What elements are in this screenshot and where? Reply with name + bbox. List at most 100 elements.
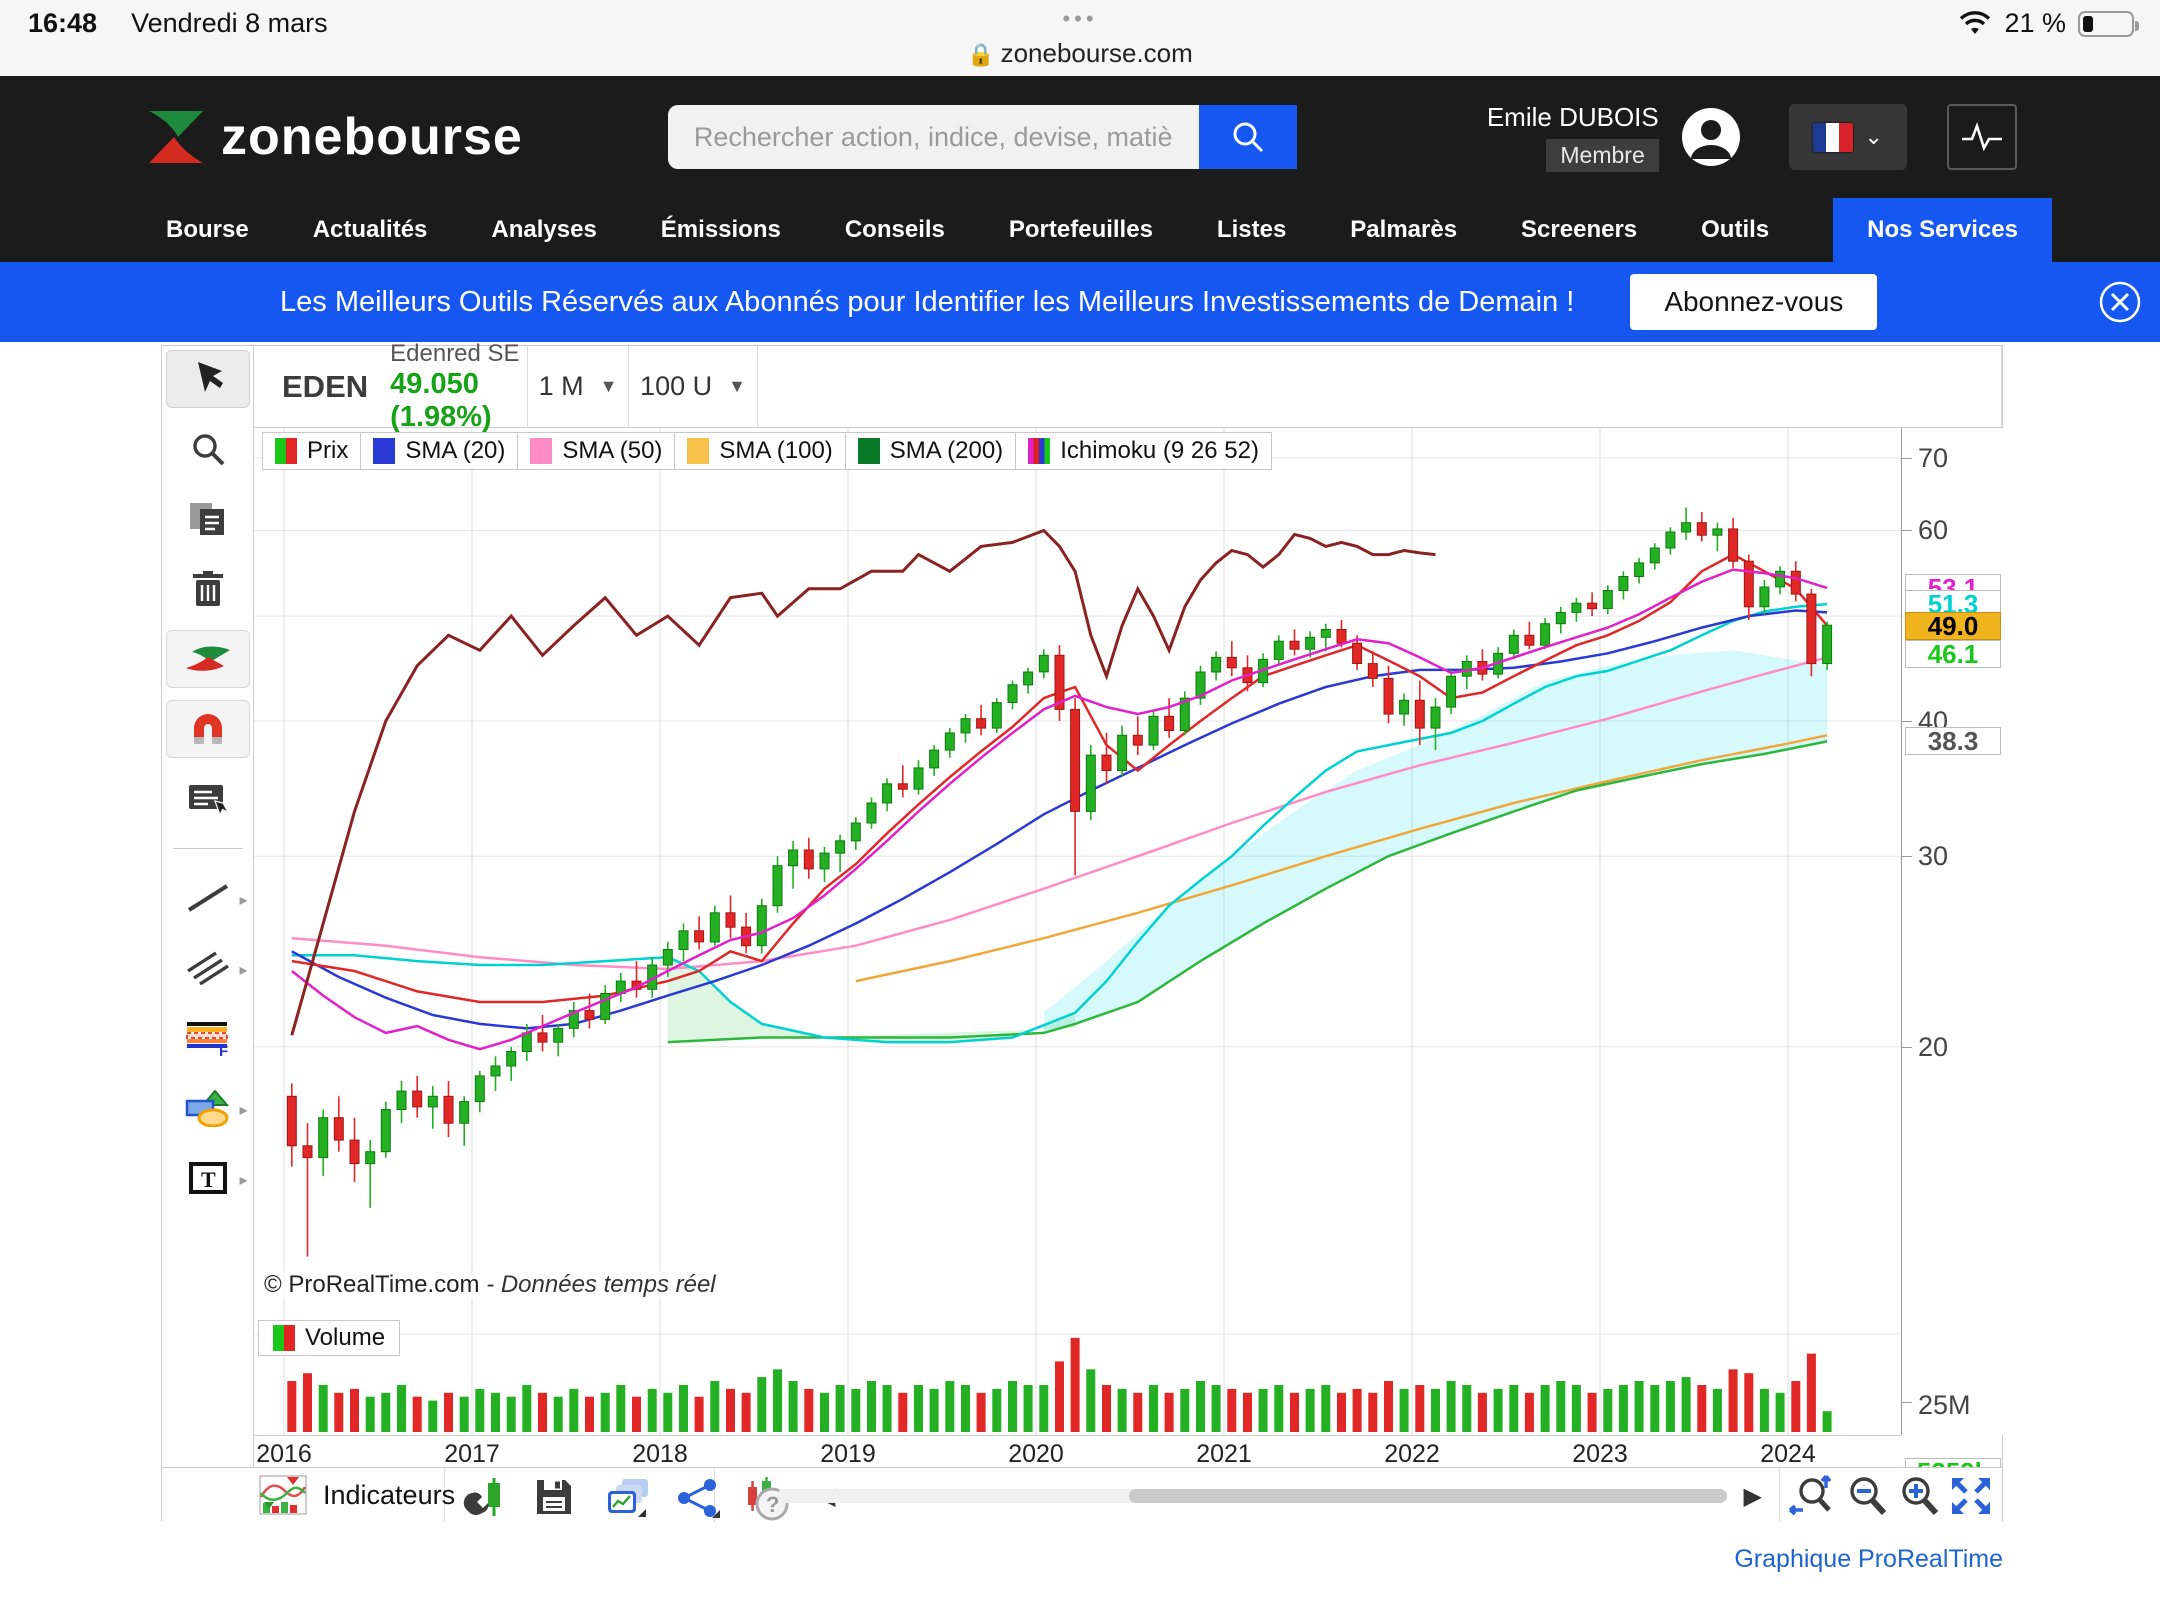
volume-chart-canvas[interactable] xyxy=(254,1314,1901,1435)
instrument-name-price: Edenred SE 49.050 (1.98%) xyxy=(390,340,527,434)
zoom-out-button[interactable] xyxy=(1846,1474,1892,1518)
price-chart-canvas[interactable] xyxy=(254,428,1901,1314)
tool-shapes[interactable]: ▸ xyxy=(166,1079,250,1137)
nav-listes[interactable]: Listes xyxy=(1216,216,1287,243)
candle-body xyxy=(490,1065,501,1077)
submenu-arrow-icon: ▸ xyxy=(239,962,248,979)
search-input[interactable] xyxy=(667,105,1199,169)
url-text: zonebourse.com xyxy=(1000,38,1193,68)
candle-body xyxy=(819,852,830,870)
subscribe-button[interactable]: Abonnez-vous xyxy=(1630,274,1878,330)
volume-bar xyxy=(1493,1388,1503,1432)
lock-icon: 🔒 xyxy=(967,42,995,67)
tool-zoom[interactable] xyxy=(166,420,250,478)
tool-text[interactable]: T ▸ xyxy=(166,1149,250,1207)
nav-nos-services[interactable]: Nos Services xyxy=(1833,198,2052,262)
price-tick xyxy=(1902,458,1912,459)
volume-bar xyxy=(444,1392,453,1432)
volume-bar xyxy=(318,1385,328,1432)
nav-emissions[interactable]: Émissions xyxy=(660,216,781,243)
volume-swatch xyxy=(273,1325,295,1351)
volume-bar xyxy=(1603,1388,1613,1432)
legend-item-sma-100-[interactable]: SMA (100) xyxy=(675,432,846,470)
legend-swatch xyxy=(1028,438,1051,464)
browser-url-bar[interactable]: 🔒 zonebourse.com xyxy=(0,38,2160,69)
nav-screeners[interactable]: Screeners xyxy=(1521,216,1638,243)
price-tick-label: 70 xyxy=(1918,443,1949,473)
candle-body xyxy=(1085,754,1096,812)
volume-bar xyxy=(553,1396,563,1432)
year-label: 2018 xyxy=(632,1440,688,1468)
avatar[interactable] xyxy=(1681,107,1741,167)
indicators-button[interactable]: Indicateurs xyxy=(259,1475,455,1515)
candle-body xyxy=(427,1095,438,1108)
tool-fibonacci[interactable]: F xyxy=(166,1009,250,1067)
zoom-fit-button[interactable] xyxy=(1788,1474,1840,1518)
volume-bar xyxy=(867,1381,876,1432)
zonebourse-logo[interactable]: zonebourse xyxy=(145,107,523,167)
candle-body xyxy=(1446,675,1457,708)
nav-conseils[interactable]: Conseils xyxy=(844,216,945,243)
nav-analyses[interactable]: Analyses xyxy=(491,216,597,243)
legend-item-sma-50-[interactable]: SMA (50) xyxy=(518,432,676,470)
year-label: 2024 xyxy=(1760,1440,1816,1468)
units-dropdown[interactable]: 100 U ▼ xyxy=(629,346,758,427)
scrollbar-thumb[interactable] xyxy=(1128,1489,1727,1503)
year-label: 2021 xyxy=(1196,1440,1252,1468)
candle-body xyxy=(286,1095,297,1147)
tool-zonebourse[interactable] xyxy=(165,630,250,688)
volume-bar xyxy=(287,1381,297,1432)
volume-bar xyxy=(1665,1381,1675,1432)
candle-body xyxy=(302,1145,313,1159)
volume-bar xyxy=(1618,1385,1628,1432)
tool-delete[interactable] xyxy=(166,560,250,618)
volume-bar xyxy=(710,1381,720,1432)
nav-palmares[interactable]: Palmarès xyxy=(1350,216,1458,243)
language-selector[interactable]: ⌄ xyxy=(1788,104,1907,170)
time-axis[interactable]: 2016 2017 2018 2019 2020 2021 2022 2023 2024 xyxy=(254,1435,1901,1468)
volume-bar xyxy=(1587,1392,1597,1432)
zonebourse-logo-icon xyxy=(149,111,203,163)
candle-body xyxy=(944,732,955,751)
scroll-right-button[interactable]: ▶ xyxy=(1743,1483,1762,1510)
prorealtime-footer-link[interactable]: Graphique ProRealTime xyxy=(1734,1545,2003,1573)
candle-body xyxy=(1179,697,1190,732)
tool-line[interactable]: ▸ xyxy=(166,869,250,927)
volume-bar xyxy=(1211,1385,1221,1432)
user-block[interactable]: Emile DUBOIS Membre xyxy=(1487,102,1659,172)
tool-magnet[interactable] xyxy=(165,700,250,758)
markets-pulse-button[interactable] xyxy=(1946,104,2017,170)
user-name: Emile DUBOIS xyxy=(1486,102,1659,132)
chart-settings-button[interactable] xyxy=(462,1477,508,1517)
legend-item-sma-20-[interactable]: SMA (20) xyxy=(361,432,519,470)
tool-duplicate[interactable] xyxy=(166,490,250,548)
tool-cursor[interactable] xyxy=(165,350,250,408)
nav-bourse[interactable]: Bourse xyxy=(166,216,249,243)
search-button[interactable] xyxy=(1198,105,1297,169)
share-button[interactable] xyxy=(674,1477,722,1519)
nav-outils[interactable]: Outils xyxy=(1701,216,1770,243)
tool-notes[interactable] xyxy=(166,770,250,828)
close-icon[interactable] xyxy=(2098,280,2142,324)
legend-swatch xyxy=(857,438,880,464)
candle-body xyxy=(1587,602,1598,610)
save-button[interactable] xyxy=(534,1477,574,1517)
timeframe-dropdown[interactable]: 1 M ▼ xyxy=(528,346,629,427)
volume-bar xyxy=(1446,1381,1456,1432)
fullscreen-button[interactable] xyxy=(1948,1474,1994,1518)
legend-item-sma-200-[interactable]: SMA (200) xyxy=(845,432,1017,470)
layouts-button[interactable] xyxy=(602,1477,654,1519)
legend-item-ichimoku-9-26-52-[interactable]: Ichimoku (9 26 52) xyxy=(1016,432,1272,470)
volume-bar xyxy=(397,1385,406,1432)
legend-item-prix[interactable]: Prix xyxy=(262,432,362,470)
legend-label: Ichimoku (9 26 52) xyxy=(1060,437,1259,464)
svg-text:T: T xyxy=(201,1167,216,1192)
tool-parallel-lines[interactable]: ▸ xyxy=(166,939,250,997)
zoom-in-button[interactable] xyxy=(1898,1474,1944,1518)
nav-actualites[interactable]: Actualités xyxy=(312,216,428,243)
price-tick-label: 60 xyxy=(1918,515,1949,545)
chart-scrollbar[interactable] xyxy=(777,1489,1727,1503)
help-button[interactable]: ? xyxy=(740,1477,790,1521)
nav-portefeuilles[interactable]: Portefeuilles xyxy=(1008,216,1153,243)
